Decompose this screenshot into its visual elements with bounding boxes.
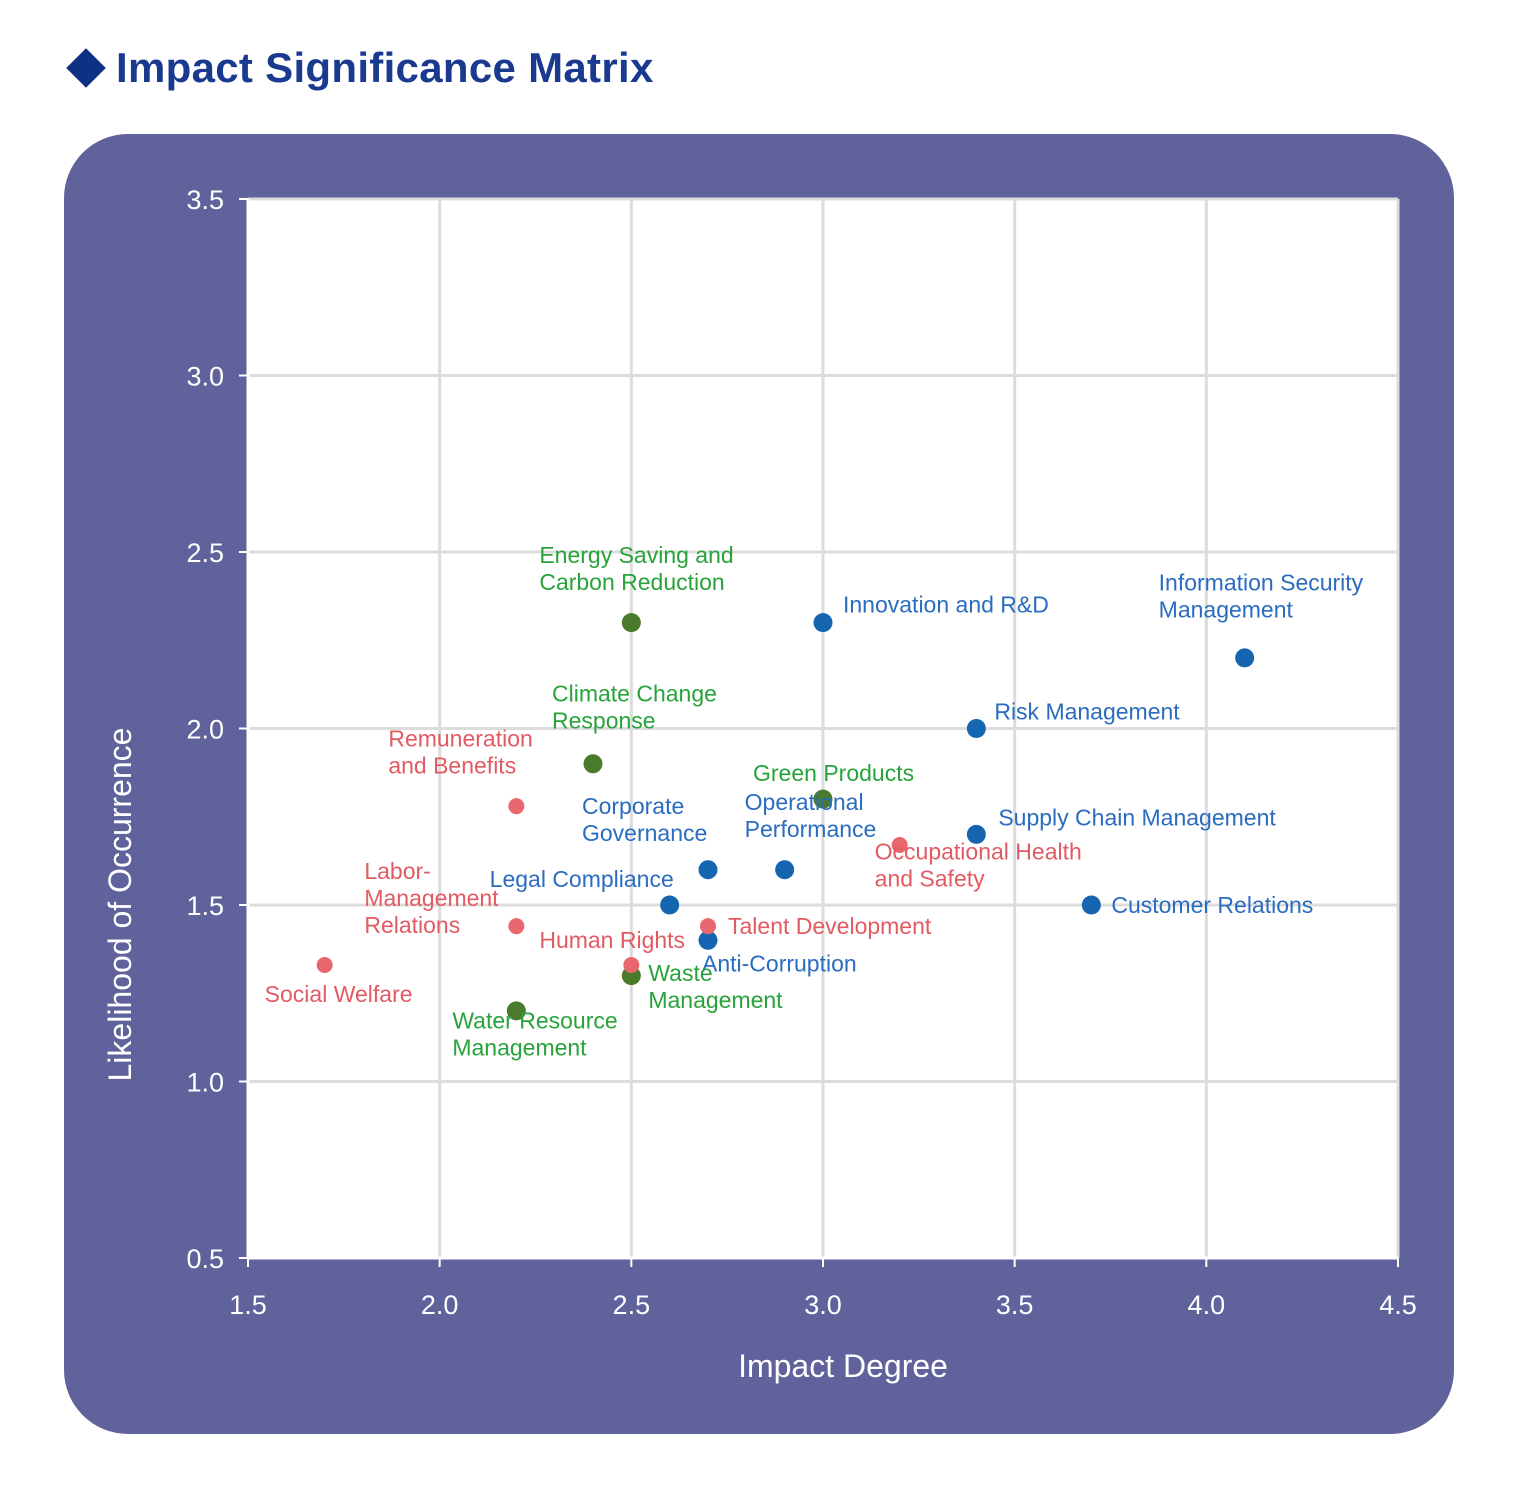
data-point-governance xyxy=(698,930,718,950)
point-label: Corporate Governance xyxy=(582,793,707,846)
point-label: Waste Management xyxy=(648,960,783,1013)
point-label-line: Occupational Health xyxy=(875,838,1082,864)
point-label: Customer Relations xyxy=(1111,892,1313,918)
point-label-line: Energy Saving and xyxy=(539,542,733,568)
point-label-line: Climate Change xyxy=(552,680,717,706)
y-tick-label: 2.5 xyxy=(186,538,224,568)
x-tick-label: 3.0 xyxy=(804,1290,842,1320)
point-label-line: Green Products xyxy=(753,760,914,786)
point-label: Human Rights xyxy=(539,927,685,953)
point-label: Labor-Management Relations xyxy=(364,858,499,938)
point-label-line: Customer Relations xyxy=(1111,892,1313,918)
point-label: Social Welfare xyxy=(265,981,413,1007)
data-point-environment xyxy=(506,1001,526,1021)
data-point-governance xyxy=(698,860,718,880)
data-point-environment xyxy=(583,754,603,774)
point-label: Legal Compliance xyxy=(490,866,674,892)
point-label-line: Carbon Reduction xyxy=(539,569,724,595)
point-label-line: Management xyxy=(1159,596,1294,622)
data-point-governance xyxy=(1235,648,1255,668)
point-label-line: Relations xyxy=(364,912,460,938)
point-label-line: Corporate xyxy=(582,793,684,819)
data-points xyxy=(316,613,1255,1021)
point-label-line: Water Resource xyxy=(452,1007,617,1033)
point-label-line: Management xyxy=(364,885,499,911)
point-label-line: Remuneration xyxy=(388,726,532,752)
point-label: Occupational Health and Safety xyxy=(875,838,1082,891)
data-point-social xyxy=(700,918,716,935)
point-label: Supply Chain Management xyxy=(998,804,1276,830)
point-label: Green Products xyxy=(753,760,914,786)
point-label-line: Talent Development xyxy=(728,913,932,939)
x-tick-label: 1.5 xyxy=(229,1290,267,1320)
point-label-line: and Safety xyxy=(875,865,985,891)
tick-labels: 1.5 2.0 2.5 3.0 3.5 4.0 4.5 0.5 1.0 1.5 2.0 2.5 3.0 3… xyxy=(186,185,1416,1320)
point-label-line: Human Rights xyxy=(539,927,685,953)
point-label-line: Risk Management xyxy=(994,699,1180,725)
point-label: Risk Management xyxy=(994,699,1180,725)
x-tick-label: 2.0 xyxy=(421,1290,459,1320)
x-tick-label: 4.0 xyxy=(1188,1290,1226,1320)
page-title: Impact Significance Matrix xyxy=(116,44,654,91)
data-point-governance xyxy=(660,895,680,915)
data-point-environment xyxy=(813,789,833,809)
data-point-governance xyxy=(1081,895,1101,915)
data-point-social xyxy=(316,957,333,974)
y-tick-label: 2.0 xyxy=(186,715,224,745)
point-label: Climate Change Response xyxy=(552,680,717,733)
data-point-governance xyxy=(966,824,986,844)
data-point-social xyxy=(891,836,908,853)
point-label-line: Innovation and R&D xyxy=(843,592,1049,618)
point-label: Water Resource Management xyxy=(452,1007,617,1060)
x-tick-label: 2.5 xyxy=(613,1290,651,1320)
point-label-line: Information Security xyxy=(1159,569,1364,595)
y-axis-title: Likelihood of Occurrence xyxy=(102,728,138,1082)
point-label-line: Operational xyxy=(745,789,864,815)
y-tick-label: 1.0 xyxy=(186,1068,224,1098)
y-tick-label: 3.0 xyxy=(186,362,224,392)
title-row: Impact Significance Matrix xyxy=(66,40,654,96)
axes xyxy=(239,198,1399,1267)
point-label-line: Labor- xyxy=(364,858,430,884)
point-label-line: Supply Chain Management xyxy=(998,804,1276,830)
point-label-line: Management xyxy=(648,987,783,1013)
data-point-governance xyxy=(813,613,833,633)
point-label-line: Legal Compliance xyxy=(490,866,674,892)
point-label-line: Management xyxy=(452,1034,587,1060)
x-tick-label: 4.5 xyxy=(1379,1290,1417,1320)
data-point-social xyxy=(508,798,525,815)
point-label: Energy Saving and Carbon Reduction xyxy=(539,542,733,595)
data-point-environment xyxy=(621,613,641,633)
point-label: Talent Development xyxy=(728,913,932,939)
point-label: Operational Performance xyxy=(745,789,877,842)
data-point-social xyxy=(623,957,640,974)
point-label-line: and Benefits xyxy=(388,753,516,779)
point-label: Remuneration and Benefits xyxy=(388,726,532,779)
y-tick-label: 3.5 xyxy=(186,185,224,215)
data-point-governance xyxy=(775,860,795,880)
data-point-governance xyxy=(966,719,986,738)
data-point-social xyxy=(508,918,525,935)
point-label-line: Anti-Corruption xyxy=(702,950,857,976)
point-label-line: Waste xyxy=(648,960,712,986)
point-label-line: Response xyxy=(552,707,656,733)
point-labels: Information Security ManagementInnovation… xyxy=(265,542,1364,1060)
point-label-line: Social Welfare xyxy=(265,981,413,1007)
y-tick-label: 0.5 xyxy=(186,1244,224,1274)
point-label-line: Performance xyxy=(745,816,877,842)
y-tick-label: 1.5 xyxy=(186,891,224,921)
point-label: Anti-Corruption xyxy=(702,950,857,976)
point-label-line: Governance xyxy=(582,820,707,846)
x-tick-label: 3.5 xyxy=(996,1290,1034,1320)
x-axis-title: Impact Degree xyxy=(738,1348,948,1384)
point-label: Innovation and R&D xyxy=(843,592,1049,618)
point-label: Information Security Management xyxy=(1159,569,1364,622)
